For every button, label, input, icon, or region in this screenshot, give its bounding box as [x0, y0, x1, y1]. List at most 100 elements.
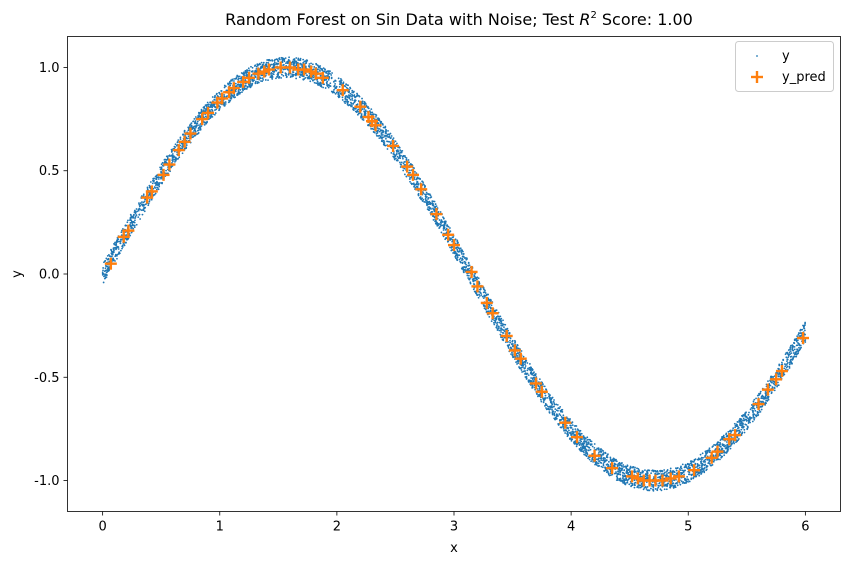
y-point: [761, 397, 764, 400]
y-point: [281, 61, 284, 64]
y-point: [209, 101, 212, 104]
y-point: [729, 429, 732, 432]
y-point: [159, 166, 161, 169]
y-point: [553, 403, 556, 406]
y-point: [716, 443, 719, 445]
y-point: [698, 466, 701, 469]
y-point: [530, 366, 533, 369]
y-point: [310, 78, 313, 80]
y-point: [586, 436, 589, 439]
y-point: [730, 440, 733, 443]
y-point: [557, 415, 559, 417]
y-point: [523, 370, 526, 373]
y-point: [275, 58, 278, 61]
y-point: [129, 213, 132, 216]
y-point: [544, 404, 547, 406]
y-point: [280, 73, 283, 76]
y-point: [414, 170, 416, 173]
y-point: [474, 290, 477, 293]
y-point: [338, 85, 341, 88]
y-point: [106, 271, 108, 273]
y-point: [468, 267, 471, 270]
y-point: [562, 425, 564, 428]
y-point: [408, 169, 411, 172]
y-point: [777, 367, 780, 370]
y-point: [132, 224, 135, 227]
y-point: [313, 81, 316, 84]
y-point: [449, 239, 452, 241]
y-point: [283, 60, 286, 63]
y-point: [573, 441, 575, 444]
y-point: [603, 458, 605, 461]
y-point: [146, 186, 149, 189]
y-point: [322, 86, 325, 89]
y-point: [675, 467, 678, 470]
y-point: [591, 445, 594, 448]
y-point: [676, 482, 678, 485]
y-point: [316, 82, 319, 85]
y-point: [203, 123, 206, 126]
y-point: [762, 396, 765, 398]
y-point: [798, 344, 801, 347]
y-point: [755, 397, 757, 400]
y-point: [106, 265, 109, 268]
y-point: [622, 464, 625, 466]
y-point: [726, 443, 729, 446]
y-point: [235, 85, 238, 87]
y-point: [334, 79, 337, 82]
y-point: [740, 428, 743, 431]
y-point: [720, 438, 723, 441]
y-point: [661, 470, 663, 472]
y-point: [514, 342, 516, 344]
y-point: [562, 414, 565, 417]
y-point: [485, 293, 488, 296]
y-point: [706, 450, 709, 453]
y-point: [346, 95, 348, 98]
y-point: [295, 77, 298, 80]
y-point: [306, 76, 309, 79]
y-point: [346, 84, 349, 87]
y-point: [333, 85, 335, 88]
y-point: [238, 92, 241, 95]
y-point: [148, 200, 151, 203]
y-point: [751, 420, 754, 423]
y-point: [603, 469, 605, 472]
y-point: [686, 475, 689, 478]
y-point: [177, 139, 180, 142]
y-point: [598, 460, 601, 462]
y-point: [147, 204, 150, 207]
y-point: [678, 468, 681, 470]
y-point: [361, 108, 364, 110]
y-point: [417, 194, 420, 197]
y-point: [664, 474, 667, 477]
y-point: [295, 57, 298, 59]
y-point: [490, 304, 493, 307]
y-point: [778, 363, 781, 366]
y-point: [660, 473, 663, 475]
y-point: [680, 473, 683, 476]
y-point: [298, 76, 301, 78]
y-point: [442, 229, 445, 231]
y-point: [190, 125, 193, 128]
y-point: [547, 392, 550, 395]
y-point: [432, 200, 435, 203]
y-point: [367, 107, 370, 110]
y-point: [125, 224, 128, 227]
y-point: [378, 137, 381, 140]
y-point: [497, 327, 500, 330]
y-point: [469, 282, 472, 285]
y-point: [460, 259, 463, 262]
y-point: [764, 401, 767, 404]
y-point: [560, 419, 562, 421]
y-point: [580, 448, 583, 450]
y-point: [349, 87, 352, 90]
y-point: [318, 65, 321, 68]
y-point: [475, 277, 478, 279]
y-point: [633, 484, 636, 487]
y-point: [577, 442, 580, 445]
y-point: [430, 196, 433, 198]
y-point: [721, 443, 724, 446]
y-point: [440, 231, 443, 234]
y-point: [723, 445, 725, 448]
y-point: [350, 105, 353, 108]
